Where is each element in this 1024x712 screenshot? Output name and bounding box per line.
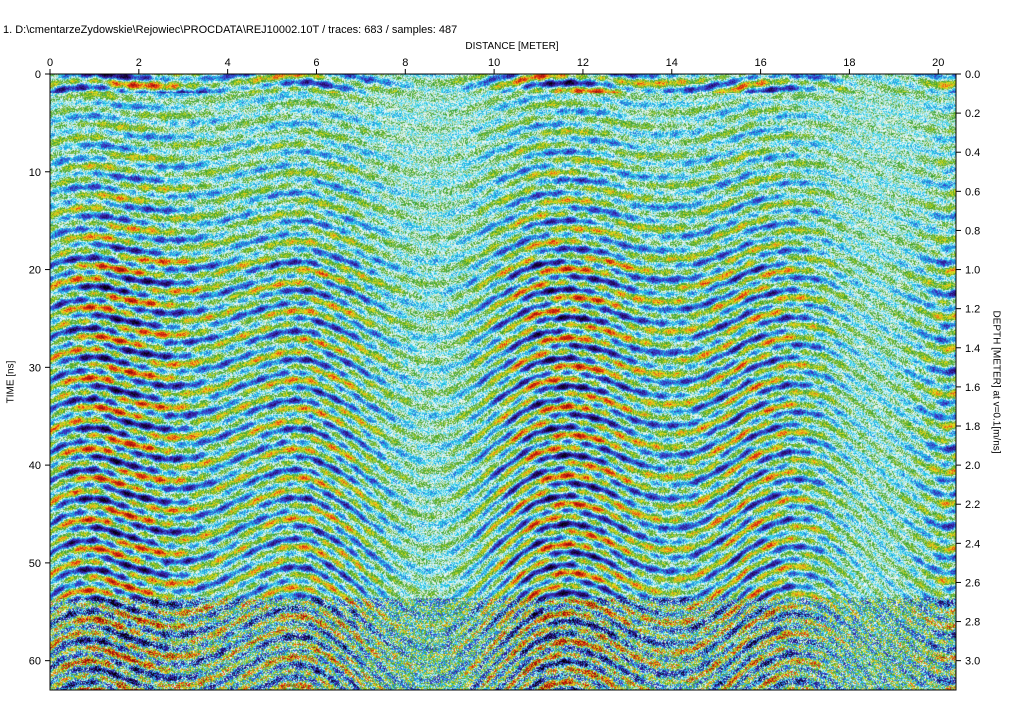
time-tick-label: 20 xyxy=(29,265,41,277)
file-info-header: 1. D:\cmentarzeZydowskie\Rejowiec\PROCDA… xyxy=(3,24,458,36)
x-tick-label: 14 xyxy=(666,57,678,69)
depth-tick-label: 3.0 xyxy=(965,656,980,668)
depth-tick-label: 0.4 xyxy=(965,147,980,159)
x-axis-title: DISTANCE [METER] xyxy=(465,41,559,52)
depth-tick-label: 1.2 xyxy=(965,304,980,316)
x-tick-label: 20 xyxy=(932,57,944,69)
time-tick-label: 30 xyxy=(29,362,41,374)
radargram-canvas xyxy=(50,74,956,690)
x-tick-label: 16 xyxy=(754,57,766,69)
depth-tick-label: 0.6 xyxy=(965,186,980,198)
depth-tick-label: 0.8 xyxy=(965,225,980,237)
x-tick-label: 0 xyxy=(47,57,53,69)
depth-tick-label: 1.4 xyxy=(965,343,980,355)
x-tick-label: 18 xyxy=(843,57,855,69)
time-tick-label: 60 xyxy=(29,656,41,668)
plot-area xyxy=(50,74,956,690)
time-tick-label: 10 xyxy=(29,167,41,179)
plot-frame xyxy=(49,73,957,691)
depth-tick-label: 2.8 xyxy=(965,617,980,629)
radargram-image xyxy=(50,74,956,690)
depth-tick-label: 1.6 xyxy=(965,382,980,394)
x-tick-label: 2 xyxy=(136,57,142,69)
depth-tick-label: 1.0 xyxy=(965,265,980,277)
x-tick-label: 10 xyxy=(488,57,500,69)
depth-tick-label: 2.2 xyxy=(965,499,980,511)
x-tick-label: 12 xyxy=(577,57,589,69)
depth-tick-label: 2.6 xyxy=(965,577,980,589)
depth-tick-label: 0.0 xyxy=(965,69,980,81)
time-tick-label: 50 xyxy=(29,558,41,570)
depth-tick-label: 2.4 xyxy=(965,538,980,550)
time-tick-label: 40 xyxy=(29,460,41,472)
x-tick-label: 4 xyxy=(225,57,231,69)
depth-tick-label: 1.8 xyxy=(965,421,980,433)
depth-tick-label: 0.2 xyxy=(965,108,980,120)
time-tick-label: 0 xyxy=(35,69,41,81)
x-tick-label: 6 xyxy=(313,57,319,69)
axes: 0 2 4 6 8 10 12 14 16 18 20 0 10 20 30 40 50 60 0.0 0.2 0.4 0… xyxy=(29,57,980,691)
x-tick-label: 8 xyxy=(402,57,408,69)
depth-tick-label: 2.0 xyxy=(965,460,980,472)
